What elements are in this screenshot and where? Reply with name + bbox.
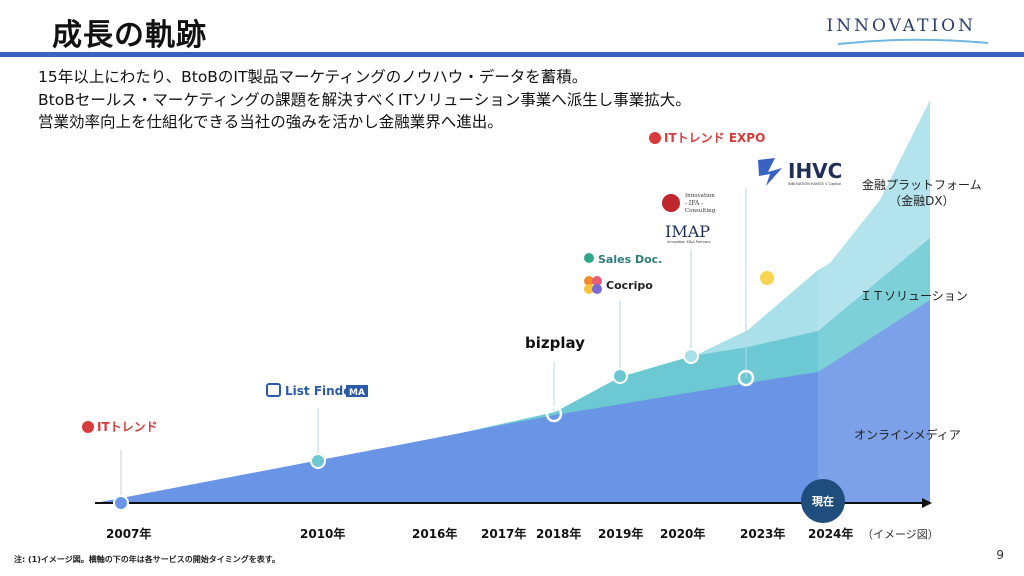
listfinder-logo: List Finder [285,384,357,398]
page-number: 9 [996,548,1004,562]
segment-label-finance: 金融プラットフォーム （金融DX） [862,177,982,209]
segment-label-it-solution: ＩＴソリューション [860,289,968,303]
image-note: （イメージ図） [862,528,939,541]
marker-2007 [113,495,129,511]
brand-logo: INNOVATION [826,16,976,36]
marker-2010 [310,453,326,469]
bizplay-logo: bizplay [525,334,585,352]
year-label-2023: 2023年 [740,527,786,541]
marker-2018 [545,405,563,423]
listfinder-icon [266,383,281,397]
page-title: 成長の軌跡 [52,18,207,53]
intro-line-1: 15年以上にわたり、BtoBのIT製品マーケティングのノウハウ・データを蓄積。 [38,68,588,86]
ihvc-icon [758,158,782,186]
cocripo-logo: Cocripo [606,279,653,292]
itrend-icon [82,421,94,433]
current-badge-label: 現在 [812,494,834,508]
current-badge [801,479,845,523]
salesdoc-logo: Sales Doc. [598,253,662,266]
itrend-logo: ITトレンド [97,420,158,434]
ihvc-logo-sub: INNOVATION HAYATE V Capital [788,182,841,186]
year-label-2010: 2010年 [300,527,346,541]
cocripo-icon [584,276,602,294]
year-label-2017: 2017年 [481,527,527,541]
marker-2023 [737,369,755,387]
ifa-logo-line2: - IFA - [685,200,703,207]
listfinder-badge-bg [346,385,368,397]
year-label-2016: 2016年 [412,527,458,541]
year-label-2024: 2024年 [808,527,854,541]
salesdoc-icon [584,253,594,263]
expo-icon [649,132,661,144]
listfinder-badge: MA [349,388,365,398]
segment-label-online-media: オンラインメディア [854,428,961,442]
axis-arrow-icon [922,498,932,508]
segment-label-finance-line2: （金融DX） [889,194,955,208]
imap-logo: IMAP [665,222,710,241]
marker-2020 [683,348,699,364]
expo-logo: ITトレンド EXPO [664,131,765,145]
year-label-2020: 2020年 [660,527,706,541]
ihvc-logo: IHVC [788,159,842,183]
ifa-logo-line1: Innovation [685,193,715,199]
marker-2019 [612,368,628,384]
current-period-shade [818,100,930,503]
imap-logo-sub: Innovation M&A Partners [667,240,711,244]
marker-expo [760,271,774,285]
online-media-area [95,300,930,503]
intro-line-3: 営業効率向上を仕組化できる当社の強みを活かし金融業界へ進出。 [38,113,503,131]
header-rule [0,52,1024,57]
year-label-2018: 2018年 [536,527,582,541]
footnote: 注: (1)イメージ図。横軸の下の年は各サービスの開始タイミングを表す。 [14,555,280,564]
year-label-2007: 2007年 [106,527,152,541]
ifa-logo-line3: Consulting [685,208,716,214]
ifa-icon [662,194,680,212]
intro-text: 15年以上にわたり、BtoBのIT製品マーケティングのノウハウ・データを蓄積。 … [38,66,691,134]
brand-swoosh-icon [838,38,988,45]
segment-label-finance-line1: 金融プラットフォーム [862,178,982,192]
intro-line-2: BtoBセールス・マーケティングの課題を解決すべくITソリューション事業へ派生し… [38,90,691,109]
year-label-2019: 2019年 [598,527,644,541]
